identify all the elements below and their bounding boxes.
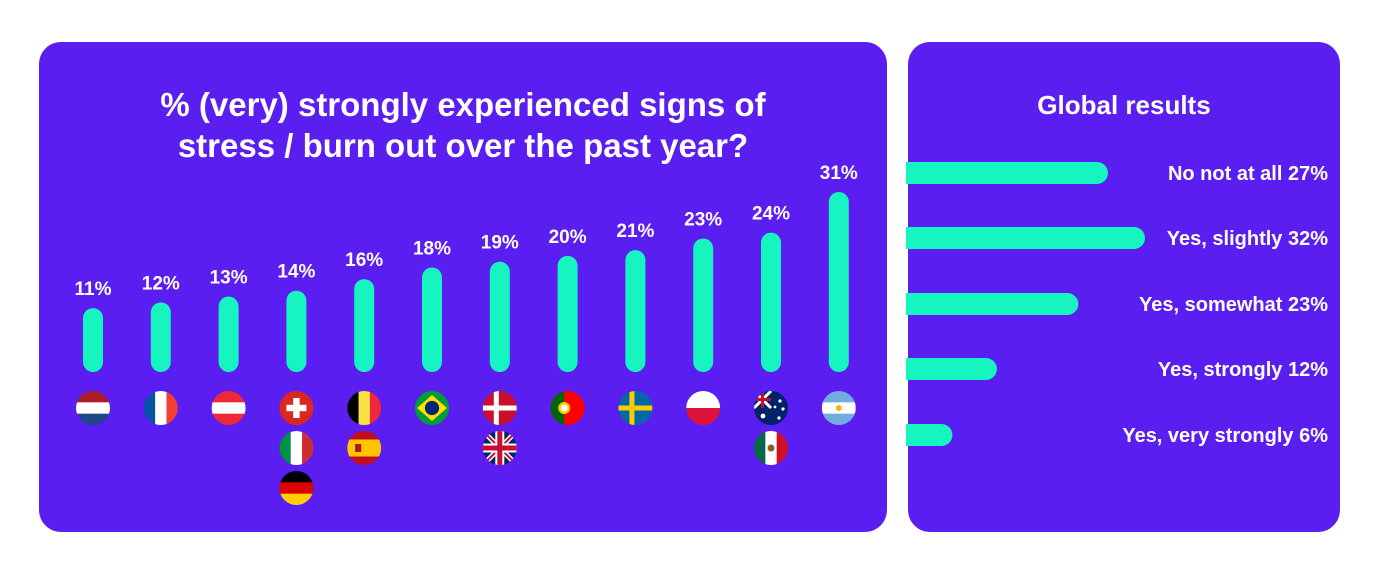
global-bar-1: [906, 162, 1108, 184]
global-bar-label: Yes, strongly 12%: [1158, 359, 1328, 381]
country-chart-panel: % (very) strongly experienced signs of s…: [39, 42, 887, 532]
australia-flag-icon: [754, 391, 788, 425]
netherlands-flag-icon: [76, 391, 110, 425]
global-results-panel: Global results No not at all 27% Yes, sli…: [906, 42, 1340, 532]
bar-value-label: 23%: [684, 209, 722, 230]
bar-value-label: 11%: [75, 279, 112, 300]
bar-value-label: 13%: [210, 268, 248, 289]
country-bar-chart: 11% 12% 13% 14% 16% 18% 19% 20% 21% 23% 24% 31%: [75, 163, 858, 505]
mexico-flag-icon: [754, 431, 788, 465]
global-bar-label: Yes, very strongly 6%: [1122, 425, 1328, 447]
chart-title: % (very) strongly experienced signs of s…: [39, 84, 887, 166]
argentina-flag-icon: [821, 391, 856, 425]
switzerland-flag-icon: [279, 391, 314, 425]
poland-flag-icon: [686, 391, 721, 425]
spain-flag-icon: [347, 431, 382, 465]
france-flag-icon: [143, 391, 178, 425]
global-bar-label: Yes, slightly 32%: [1167, 228, 1328, 250]
chart-title-line-2: stress / burn out over the past year?: [177, 127, 749, 164]
denmark-flag-icon: [482, 391, 517, 425]
global-bar-label: Yes, somewhat 23%: [1139, 294, 1328, 316]
brazil-flag-icon: [415, 391, 449, 425]
global-bar-5: [906, 424, 953, 446]
bar-value-label: 12%: [142, 273, 180, 294]
belgium-flag-icon: [347, 391, 382, 425]
germany-flag-icon: [279, 471, 314, 505]
italy-flag-icon: [279, 431, 314, 465]
global-bar-4: [906, 358, 997, 380]
bar-value-label: 31%: [820, 163, 858, 184]
global-bar-2: [906, 227, 1145, 249]
bar-value-label: 14%: [277, 262, 315, 283]
sweden-flag-icon: [618, 391, 653, 425]
bar-value-label: 24%: [752, 204, 790, 225]
global-bar-label: No not at all 27%: [1168, 163, 1328, 185]
bar-value-label: 16%: [345, 250, 383, 271]
global-results-title: Global results: [1037, 90, 1211, 120]
uk-flag-icon: [482, 431, 517, 465]
bar-value-label: 21%: [616, 221, 654, 242]
global-bar-3: [906, 293, 1079, 315]
chart-title-line-1: % (very) strongly experienced signs of: [160, 86, 766, 123]
bar-value-label: 20%: [549, 227, 587, 248]
bar-value-label: 18%: [413, 238, 451, 259]
portugal-flag-icon: [550, 391, 585, 425]
bar-value-label: 19%: [481, 233, 519, 254]
global-results-chart: No not at all 27% Yes, slightly 32% Yes, s…: [906, 162, 1328, 447]
austria-flag-icon: [211, 391, 246, 425]
